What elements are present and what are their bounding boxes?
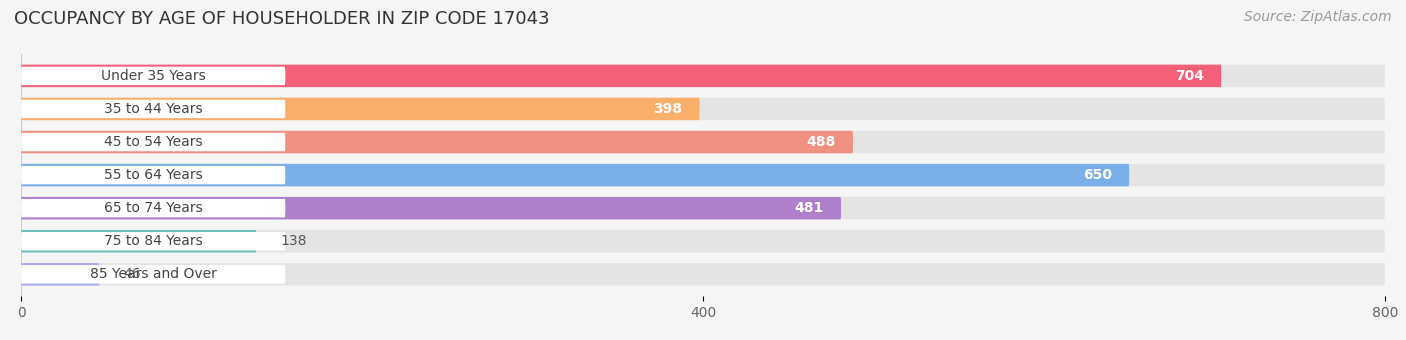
Text: 398: 398 bbox=[654, 102, 682, 116]
FancyBboxPatch shape bbox=[21, 100, 285, 118]
FancyBboxPatch shape bbox=[21, 131, 1385, 153]
FancyBboxPatch shape bbox=[21, 67, 285, 85]
FancyBboxPatch shape bbox=[21, 164, 1385, 186]
Text: 481: 481 bbox=[794, 201, 824, 215]
FancyBboxPatch shape bbox=[21, 197, 1385, 219]
Text: 704: 704 bbox=[1175, 69, 1204, 83]
FancyBboxPatch shape bbox=[21, 166, 285, 184]
Text: 138: 138 bbox=[280, 234, 307, 248]
Text: 55 to 64 Years: 55 to 64 Years bbox=[104, 168, 202, 182]
Text: 35 to 44 Years: 35 to 44 Years bbox=[104, 102, 202, 116]
FancyBboxPatch shape bbox=[21, 263, 100, 286]
FancyBboxPatch shape bbox=[21, 98, 700, 120]
FancyBboxPatch shape bbox=[21, 164, 1129, 186]
FancyBboxPatch shape bbox=[21, 65, 1385, 87]
FancyBboxPatch shape bbox=[21, 133, 285, 151]
FancyBboxPatch shape bbox=[21, 131, 853, 153]
FancyBboxPatch shape bbox=[21, 230, 256, 253]
Text: 45 to 54 Years: 45 to 54 Years bbox=[104, 135, 202, 149]
FancyBboxPatch shape bbox=[21, 197, 841, 219]
Text: 65 to 74 Years: 65 to 74 Years bbox=[104, 201, 202, 215]
Text: OCCUPANCY BY AGE OF HOUSEHOLDER IN ZIP CODE 17043: OCCUPANCY BY AGE OF HOUSEHOLDER IN ZIP C… bbox=[14, 10, 550, 28]
FancyBboxPatch shape bbox=[21, 230, 1385, 253]
Text: 75 to 84 Years: 75 to 84 Years bbox=[104, 234, 202, 248]
FancyBboxPatch shape bbox=[21, 98, 1385, 120]
FancyBboxPatch shape bbox=[21, 65, 1222, 87]
Text: 650: 650 bbox=[1083, 168, 1112, 182]
Text: Source: ZipAtlas.com: Source: ZipAtlas.com bbox=[1244, 10, 1392, 24]
FancyBboxPatch shape bbox=[21, 199, 285, 217]
Text: 46: 46 bbox=[124, 267, 141, 281]
Text: 85 Years and Over: 85 Years and Over bbox=[90, 267, 217, 281]
FancyBboxPatch shape bbox=[21, 265, 285, 284]
FancyBboxPatch shape bbox=[21, 263, 1385, 286]
Text: Under 35 Years: Under 35 Years bbox=[101, 69, 205, 83]
FancyBboxPatch shape bbox=[21, 232, 285, 251]
Text: 488: 488 bbox=[807, 135, 837, 149]
